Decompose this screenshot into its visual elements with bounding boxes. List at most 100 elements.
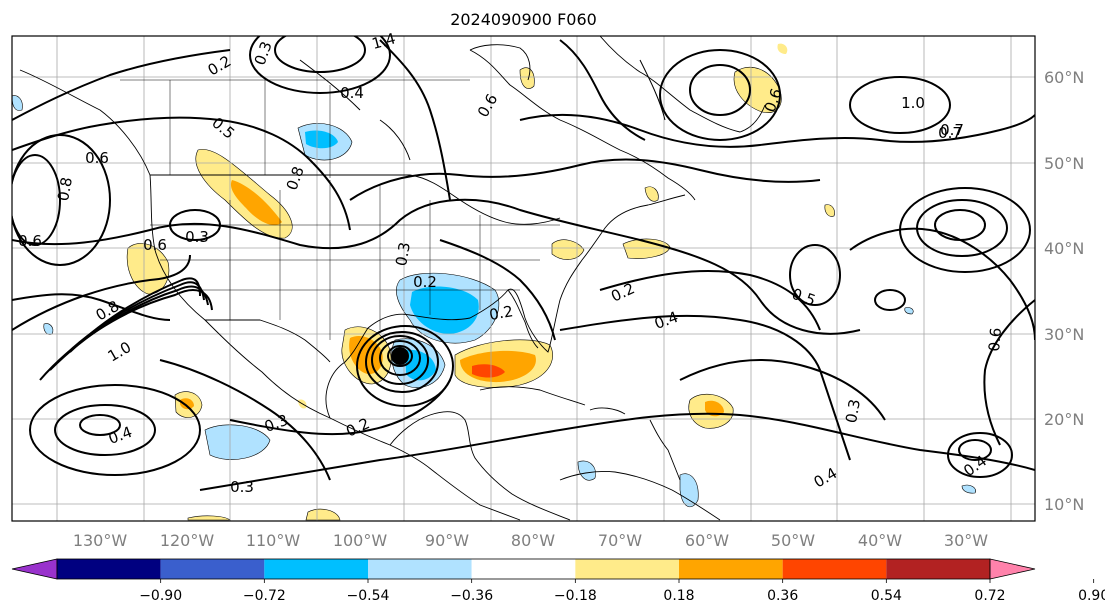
colorbar-swatch xyxy=(886,559,990,579)
north-america-west-coast xyxy=(19,69,521,521)
map-border xyxy=(11,35,1036,522)
colorbar-tick-label: −0.18 xyxy=(554,588,597,604)
contour-line xyxy=(387,345,413,367)
positive-anomaly-region xyxy=(230,180,282,226)
longitude-label: 130°W xyxy=(73,531,128,550)
coastlines xyxy=(19,36,766,521)
contour-line xyxy=(958,439,992,461)
colorbar-swatch xyxy=(160,559,265,579)
contour-line xyxy=(679,359,886,421)
colorbar-tick-label: 0.90 xyxy=(1078,588,1105,604)
longitude-label: 60°W xyxy=(685,531,729,550)
contour-line xyxy=(983,299,1035,446)
contour-line xyxy=(849,227,1035,341)
contour-line xyxy=(69,277,201,353)
latitude-label: 60°N xyxy=(1044,68,1084,87)
contour-line xyxy=(874,289,906,311)
negative-anomaly-region xyxy=(12,95,23,111)
latitude-label: 50°N xyxy=(1044,154,1084,173)
latitude-labels: 60°N 50°N 40°N 30°N 20°N 10°N xyxy=(1044,68,1084,514)
contour-line xyxy=(379,340,421,376)
latitude-label: 20°N xyxy=(1044,410,1084,429)
colorbar-tick-label: 0.72 xyxy=(974,588,1005,604)
contour-line xyxy=(659,49,781,141)
contour-line xyxy=(379,39,451,201)
colorbar-tick-label: −0.36 xyxy=(450,588,493,604)
contour-label: 0.7 xyxy=(940,121,964,139)
negative-anomaly-region xyxy=(961,484,976,494)
contour-line xyxy=(371,335,429,385)
contour-line xyxy=(54,404,156,456)
contour-label: 0.6 xyxy=(143,236,167,254)
colorbar-tick-label: 0.18 xyxy=(663,588,694,604)
greenland-coast xyxy=(599,36,766,133)
longitude-label: 90°W xyxy=(425,531,469,550)
contour-line xyxy=(199,412,1035,491)
contour-line xyxy=(12,198,861,335)
colorbar-swatch xyxy=(57,559,161,579)
longitude-label: 110°W xyxy=(246,531,301,550)
positive-anomaly-region xyxy=(305,508,341,521)
graticule xyxy=(12,36,1035,521)
contour-line xyxy=(689,64,751,116)
contour-label: 0.3 xyxy=(230,478,254,496)
colorbar-swatch xyxy=(264,559,368,579)
contour-lines xyxy=(12,36,1035,491)
longitude-label: 120°W xyxy=(160,531,215,550)
positive-anomaly-region xyxy=(824,204,835,217)
negative-anomaly-region xyxy=(410,286,479,334)
contour-line xyxy=(356,325,454,407)
contour-label: 0.6 xyxy=(18,232,42,250)
contour-label: 1.4 xyxy=(370,29,398,53)
contour-label: 0.3 xyxy=(185,228,209,246)
longitude-label: 30°W xyxy=(944,531,988,550)
negative-anomaly-region xyxy=(904,307,914,315)
positive-anomaly-region xyxy=(644,186,659,202)
colorbar-tick-label: 0.36 xyxy=(767,588,798,604)
longitude-labels: 130°W 120°W 110°W 100°W 90°W 80°W 70°W 60°W 50°W… xyxy=(73,531,988,550)
positive-anomaly-region xyxy=(519,67,535,89)
longitude-label: 40°W xyxy=(858,531,902,550)
florida-coast xyxy=(507,289,539,349)
contour-line xyxy=(789,244,841,306)
contour-line xyxy=(12,154,61,246)
us-canada-border xyxy=(150,174,561,225)
colorbar-swatch xyxy=(368,559,472,579)
contour-line xyxy=(947,432,1013,478)
canada-coast xyxy=(469,49,696,201)
contour-label: 0.3 xyxy=(392,241,414,268)
positive-anomaly-region xyxy=(472,364,505,378)
colorbar-swatch xyxy=(575,559,679,579)
positive-anomaly-region xyxy=(551,239,585,260)
colorbar-swatch xyxy=(471,559,576,579)
central-america-coast xyxy=(389,411,571,521)
colorbar-outline xyxy=(56,558,991,580)
contour-line xyxy=(849,76,951,134)
contour-line xyxy=(79,414,121,436)
contour-line xyxy=(159,359,331,481)
contour-line xyxy=(29,384,201,476)
colorbar: −0.90 −0.72 −0.54 −0.36 −0.18 0.18 0.36 0.54 0.7… xyxy=(11,558,1105,604)
negative-anomaly-region xyxy=(679,473,699,508)
latitude-label: 30°N xyxy=(1044,325,1084,344)
colorbar-tick-label: −0.54 xyxy=(347,588,390,604)
caribbean-islands xyxy=(649,419,681,481)
colorbar-max-extension xyxy=(989,558,1036,580)
contour-label: 0.2 xyxy=(488,302,515,324)
colorbar-tick-label: −0.72 xyxy=(243,588,286,604)
contour-label: 0.3 xyxy=(842,398,864,425)
colorbar-tick-label: 0.54 xyxy=(871,588,902,604)
positive-anomaly-region xyxy=(180,398,194,410)
contour-line xyxy=(349,158,821,201)
contour-label: 0.7 xyxy=(938,124,962,142)
longitude-label: 50°W xyxy=(771,531,815,550)
contour-line xyxy=(229,379,451,436)
contour-line xyxy=(12,254,191,331)
colorbar-min-extension xyxy=(11,558,58,580)
contour-line xyxy=(519,113,1035,148)
contour-line xyxy=(559,39,646,141)
hispaniola-coast xyxy=(589,407,626,415)
contour-line xyxy=(599,270,821,331)
contour-line xyxy=(12,49,231,121)
